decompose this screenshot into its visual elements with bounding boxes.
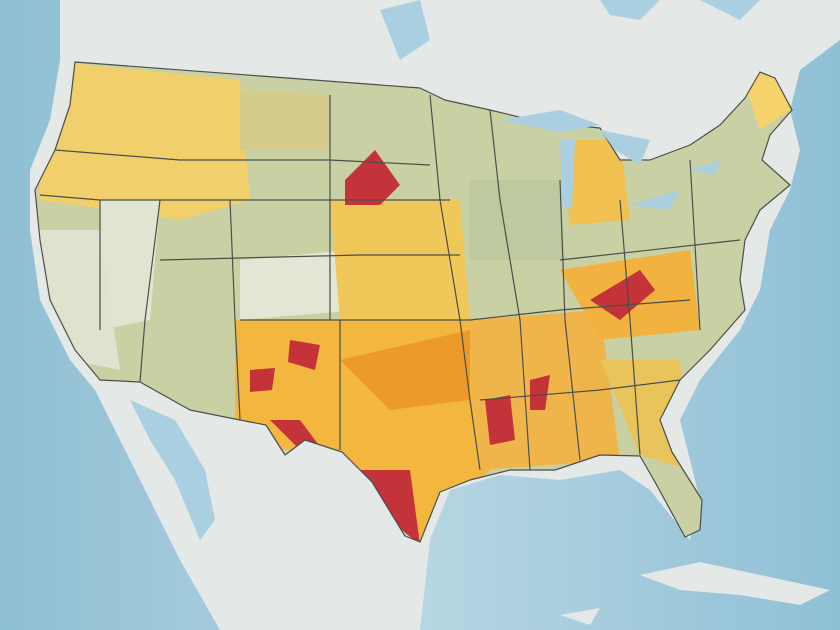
state-lines [39,94,741,471]
gulf-of-california [130,400,215,540]
region-plains [330,200,470,320]
region-midwest [470,180,565,260]
state-borders [34,61,793,543]
hotspot-kentucky [590,270,655,320]
lake-superior [500,110,600,132]
lake-huron [600,130,650,165]
hotspot-west-texas [250,340,320,392]
lakes-erie-ontario [630,160,720,210]
region-northwest [40,62,250,220]
region-nevada [100,200,160,330]
region-oklahoma [340,330,470,410]
region-michigan [560,140,630,225]
region-montana [240,90,330,150]
us-outline [34,61,793,543]
lake-michigan [560,140,575,210]
northern-water [380,0,760,60]
caribbean-islands [560,562,830,625]
hotspot-delta [485,375,550,445]
region-california [35,230,120,370]
hotspot-nebraska [345,150,400,205]
